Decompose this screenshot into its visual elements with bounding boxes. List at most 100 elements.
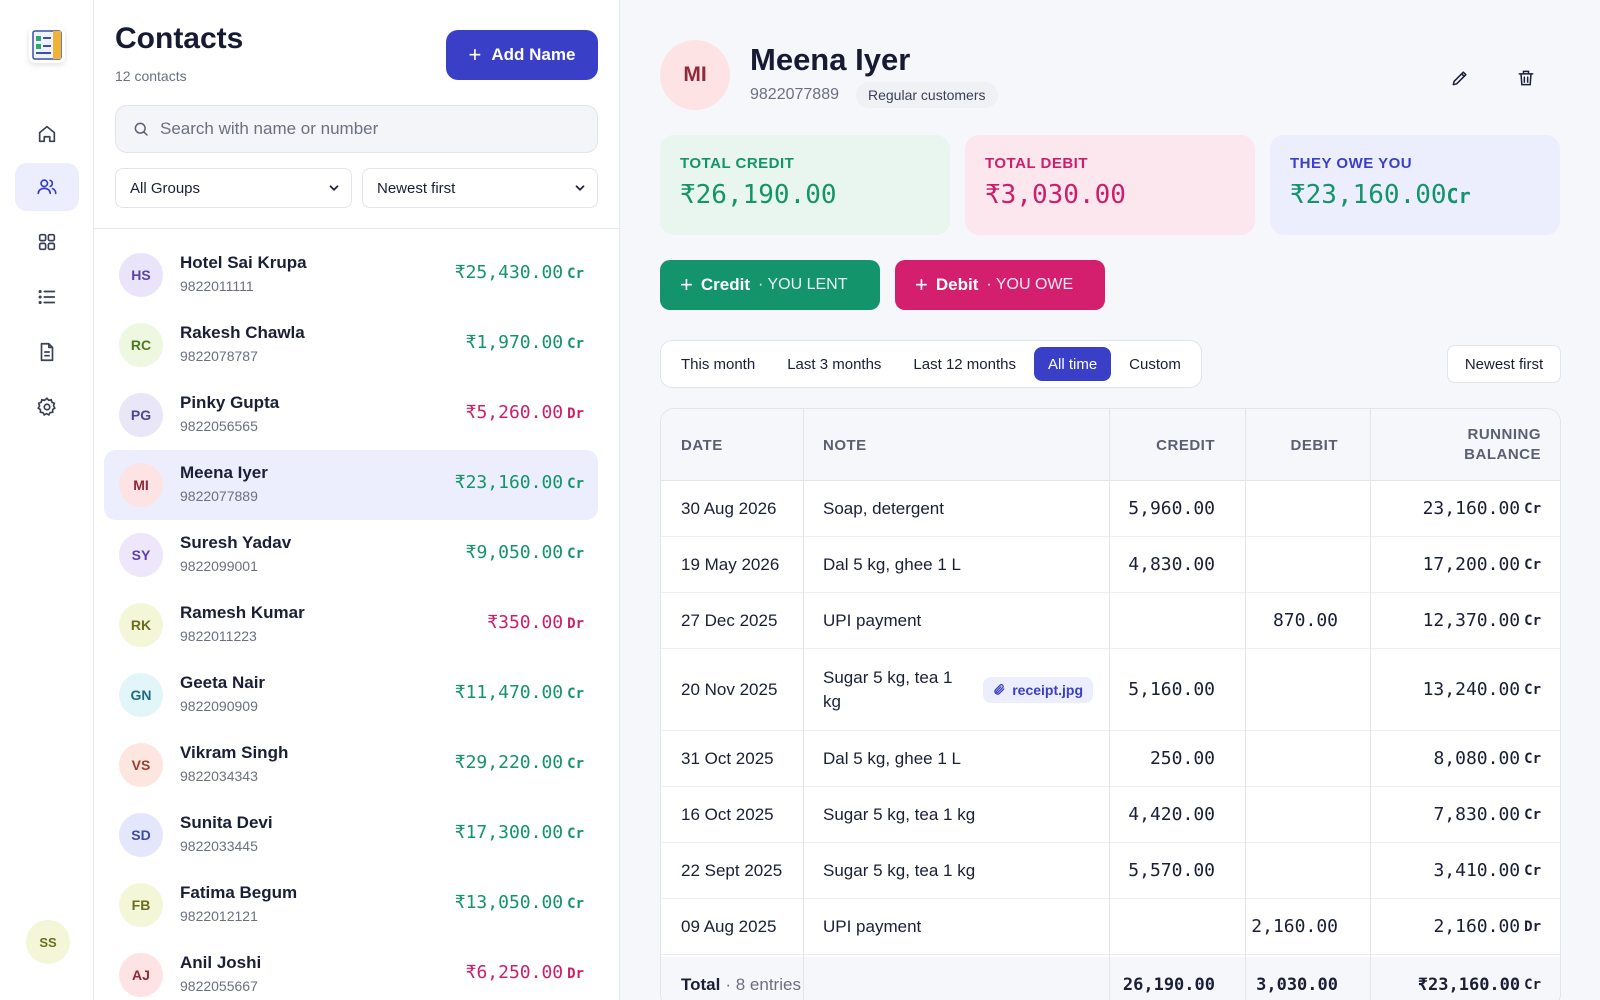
home-icon [38,125,56,143]
table-row[interactable]: 20 Nov 2025 Sugar 5 kg, tea 1 kg receipt.jp… [661,649,1560,731]
gear-icon [37,397,56,416]
nav-contacts[interactable] [15,163,79,211]
range-chip[interactable]: Custom [1129,355,1181,373]
contact-phone: 9822033445 [180,838,258,854]
contact-balance: ₹6,250.00 Dr [466,962,584,983]
row-note: Sugar 5 kg, tea 1 kg [823,860,976,880]
note-line: Sugar 5 kg, tea 1 [823,667,953,687]
row-balance: 8,080.00 Cr [1361,731,1541,786]
balance-tag: Cr [1524,862,1541,879]
contact-phone: 9822077889 [750,86,839,103]
contact-phone: 9822056565 [180,418,258,434]
search-icon [134,122,148,136]
attachment-chip[interactable]: receipt.jpg [983,676,1093,703]
contact-row[interactable]: HS Hotel Sai Krupa 9822011111 ₹25,430.00 Cr [104,240,598,310]
contact-row[interactable]: RK Ramesh Kumar 9822011223 ₹350.00 Dr [104,590,598,660]
contact-phone: 9822011111 [180,278,254,294]
contact-phone: 9822012121 [180,908,258,924]
contact-row[interactable]: VS Vikram Singh 9822034343 ₹29,220.00 Cr [104,730,598,800]
credit-button-label: Credit [700,275,750,294]
nav-settings[interactable] [15,383,79,431]
contact-row[interactable]: PG Pinky Gupta 9822056565 ₹5,260.00 Dr [104,380,598,450]
total-word: Total [681,975,721,994]
table-row[interactable]: 16 Oct 2025 Sugar 5 kg, tea 1 kg 4,420.00 7… [661,787,1560,843]
contact-balance: ₹29,220.00 Cr [455,752,584,773]
plus-icon: + [680,272,693,297]
balance-tag: Cr [567,756,584,772]
balance-amount: 13,240.00 [1422,679,1521,700]
contact-row[interactable]: FB Fatima Begum 9822012121 ₹13,050.00 Cr [104,870,598,940]
row-date: 19 May 2026 [681,554,780,574]
add-debit-button[interactable]: + Debit · YOU OWE [895,260,1105,310]
header-running: RUNNING [1467,426,1541,443]
group-filter-select[interactable]: All Groups [115,168,352,208]
total-credit-value: ₹26,190.00 [680,180,930,210]
user-avatar[interactable]: SS [26,920,70,964]
range-chip[interactable]: Last 12 months [913,355,1016,373]
add-credit-button[interactable]: + Credit · YOU LENT [660,260,880,310]
row-balance: 23,160.00 Cr [1361,481,1541,536]
document-icon [40,342,54,362]
contact-detail: MI Meena Iyer 9822077889 Regular custome… [620,0,1600,1000]
balance-tag: Dr [1524,918,1541,935]
balance-amount: 350.00 [498,612,564,633]
balance-tag: Cr [567,336,584,352]
row-date: 09 Aug 2025 [681,916,777,936]
balance-tag: Cr [1524,500,1541,517]
column-divider [1370,409,1371,1000]
balance-amount: 17,200.00 [1422,554,1521,575]
nav-transactions[interactable] [15,273,79,321]
balance-tag: Cr [1524,556,1541,573]
search-input[interactable] [160,119,580,139]
balance-amount: 9,050.00 [476,542,564,563]
rupee-symbol: ₹ [465,332,477,353]
contact-row[interactable]: SD Sunita Devi 9822033445 ₹17,300.00 Cr [104,800,598,870]
range-chip[interactable]: Last 3 months [787,355,882,373]
contact-name: Ramesh Kumar [180,603,305,622]
balance-amount: 6,250.00 [476,962,564,983]
balance-amount: 3,410.00 [1433,860,1521,881]
table-row[interactable]: 09 Aug 2025 UPI payment 2,160.00 2,160.00 Dr [661,899,1560,955]
row-date: 27 Dec 2025 [681,610,778,630]
balance-tag: Cr [567,546,584,562]
row-debit [1239,481,1338,536]
range-chip[interactable]: This month [681,355,756,373]
table-row[interactable]: 27 Dec 2025 UPI payment 870.00 12,370.00 Cr [661,593,1560,649]
table-row[interactable]: 31 Oct 2025 Dal 5 kg, ghee 1 L 250.00 8,080… [661,731,1560,787]
contact-name: Rakesh Chawla [180,323,305,342]
grid-icon [38,233,56,251]
contact-avatar: RC [119,323,163,367]
contact-phone: 9822011223 [180,628,257,644]
divider [94,228,620,229]
nav-home[interactable] [15,110,79,158]
table-header: DATE NOTE CREDIT DEBIT RUNNING BALANCE [661,409,1560,481]
table-row[interactable]: 22 Sept 2025 Sugar 5 kg, tea 1 kg 5,570.00… [661,843,1560,899]
table-row[interactable]: 30 Aug 2026 Soap, detergent 5,960.00 23,160… [661,481,1560,537]
table-row[interactable]: 19 May 2026 Dal 5 kg, ghee 1 L 4,830.00 17,… [661,537,1560,593]
contact-row[interactable]: MI Meena Iyer 9822077889 ₹23,160.00 Cr [104,450,598,520]
delete-button[interactable] [1508,60,1544,96]
add-name-button[interactable]: + Add Name [446,30,598,80]
credit-button-sub: · YOU LENT [757,276,848,293]
contact-avatar: SD [119,813,163,857]
contact-name: Geeta Nair [180,673,266,692]
contact-row[interactable]: RC Rakesh Chawla 9822078787 ₹1,970.00 Cr [104,310,598,380]
contact-row[interactable]: AJ Anil Joshi 9822055667 ₹6,250.00 Dr [104,940,598,1000]
total-debit-cell: 3,030.00 [1256,975,1338,995]
balance-amount: 25,430.00 [465,262,564,283]
contact-row[interactable]: GN Geeta Nair 9822090909 ₹11,470.00 Cr [104,660,598,730]
rupee-symbol: ₹ [454,472,466,493]
balance-tag: Dr [567,966,584,982]
sort-select[interactable]: Newest first [362,168,598,208]
nav-reports[interactable] [15,328,79,376]
column-divider [1109,409,1110,1000]
contact-phone: 9822055667 [180,978,258,994]
contact-avatar: PG [119,393,163,437]
range-chip[interactable]: All time [1033,347,1112,381]
edit-button[interactable] [1442,60,1478,96]
total-credit-amount: 26,190.00 [695,180,837,210]
date-range-filter: This month Last 3 months Last 12 months All… [660,340,1202,388]
nav-dashboard[interactable] [15,218,79,266]
contact-row[interactable]: SY Suresh Yadav 9822099001 ₹9,050.00 Cr [104,520,598,590]
ledger-sort-button[interactable]: Newest first [1447,345,1561,383]
